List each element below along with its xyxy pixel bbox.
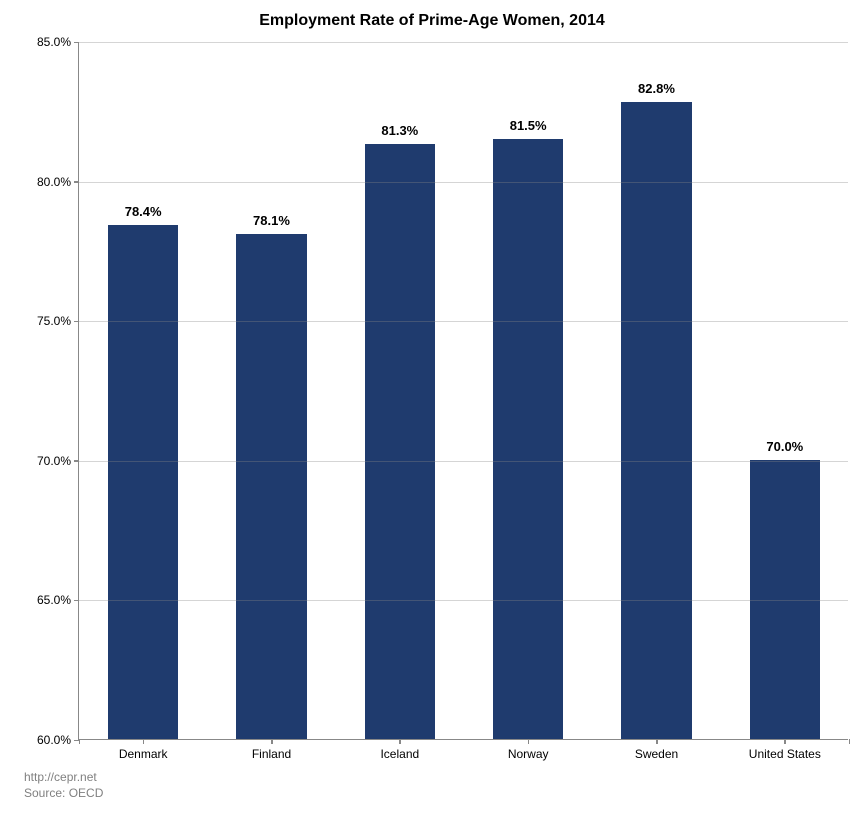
bar: 81.5%: [493, 139, 564, 739]
footer-link: http://cepr.net: [24, 770, 97, 784]
chart-title: Employment Rate of Prime-Age Women, 2014: [0, 12, 864, 30]
x-tick-mark: [849, 739, 851, 744]
y-tick-mark: [74, 321, 79, 323]
bars-layer: 78.4% 78.1% 81.3% 81.5% 82.8% 70.0%: [79, 42, 848, 739]
bar-value-label: 78.1%: [253, 213, 290, 228]
y-tick-label: 80.0%: [37, 175, 71, 189]
x-tick-mark: [79, 739, 81, 744]
y-tick-mark: [74, 460, 79, 462]
y-tick-label: 85.0%: [37, 35, 71, 49]
x-tick-mark: [143, 739, 145, 744]
y-tick-mark: [74, 600, 79, 602]
y-tick-label: 75.0%: [37, 314, 71, 328]
bar-value-label: 78.4%: [125, 204, 162, 219]
bar-value-label: 81.5%: [510, 118, 547, 133]
bar: 81.3%: [365, 144, 436, 739]
x-tick-label: Sweden: [635, 747, 678, 761]
footer-source: Source: OECD: [24, 786, 103, 800]
x-tick-mark: [271, 739, 273, 744]
gridline: [79, 182, 848, 183]
x-tick-label: Norway: [508, 747, 549, 761]
y-tick-label: 70.0%: [37, 454, 71, 468]
plot-area: 78.4%78.1%81.3%81.5%82.8%70.0% 60.0%65.0…: [78, 42, 848, 740]
x-tick-mark: [784, 739, 786, 744]
x-tick-label: Denmark: [119, 747, 168, 761]
bar: 82.8%: [621, 102, 692, 739]
x-tick-label: Finland: [252, 747, 291, 761]
x-tick-mark: [399, 739, 401, 744]
gridline: [79, 461, 848, 462]
bar: 78.1%: [236, 234, 307, 739]
y-tick-mark: [74, 181, 79, 183]
gridline: [79, 321, 848, 322]
bar-value-label: 81.3%: [381, 123, 418, 138]
gridline: [79, 42, 848, 43]
bar-chart: Employment Rate of Prime-Age Women, 2014…: [0, 0, 864, 814]
bar-value-label: 70.0%: [766, 439, 803, 454]
x-tick-label: Iceland: [380, 747, 419, 761]
y-tick-label: 60.0%: [37, 733, 71, 747]
y-tick-label: 65.0%: [37, 593, 71, 607]
gridline: [79, 600, 848, 601]
bar: 78.4%: [108, 225, 179, 739]
x-tick-mark: [656, 739, 658, 744]
y-tick-mark: [74, 42, 79, 44]
x-tick-label: United States: [749, 747, 821, 761]
x-tick-mark: [528, 739, 530, 744]
bar-value-label: 82.8%: [638, 81, 675, 96]
